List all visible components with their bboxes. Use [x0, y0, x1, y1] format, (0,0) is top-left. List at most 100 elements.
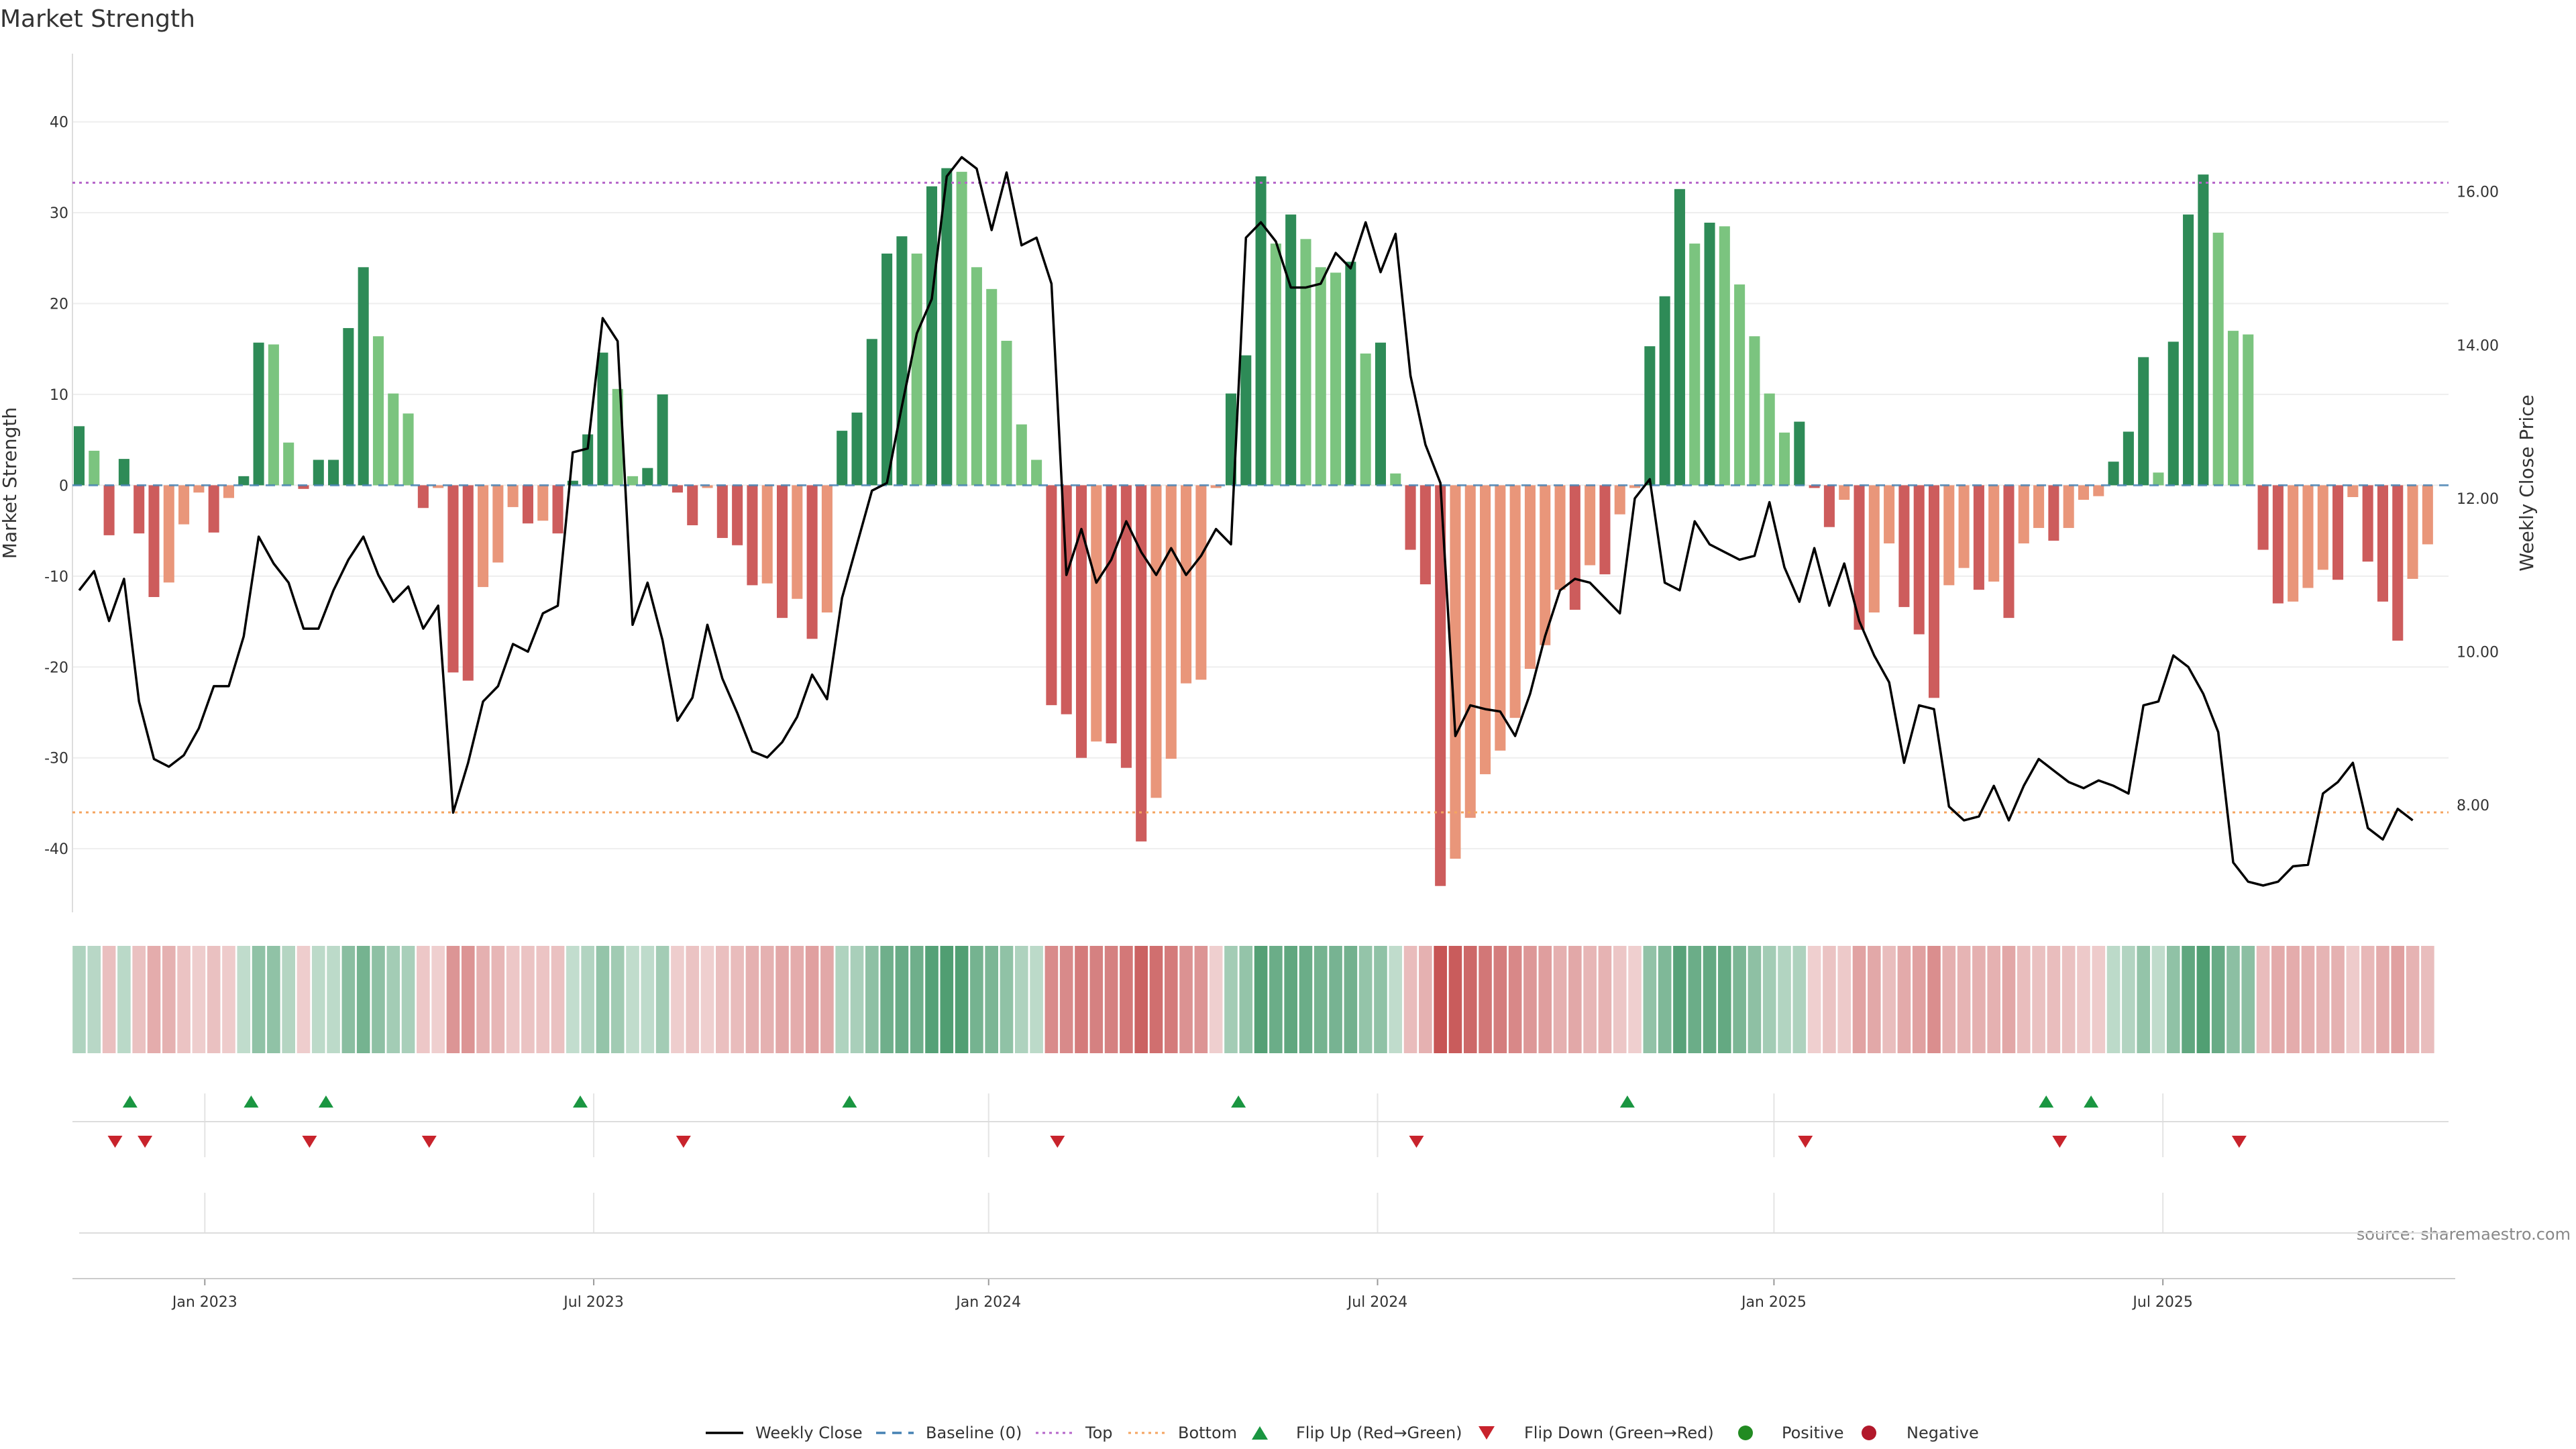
x-tick-label: Jan 2023 [171, 1294, 237, 1311]
heat-cell [805, 946, 819, 1053]
strength-bar [1330, 272, 1342, 486]
heat-cell [2092, 946, 2106, 1053]
heat-cell [1164, 946, 1178, 1053]
strength-bar [776, 485, 788, 619]
y-tick-label: 0 [59, 478, 68, 494]
strength-bar [1823, 485, 1835, 527]
flip-up-marker [572, 1095, 588, 1108]
strength-bar [1569, 485, 1580, 610]
heat-cell [117, 946, 131, 1053]
x-tick-label: Jul 2023 [562, 1294, 624, 1311]
strength-bar [1315, 267, 1326, 486]
heat-cell [1493, 946, 1507, 1053]
strength-bar [1150, 485, 1162, 798]
strength-heat-strip [72, 946, 2434, 1053]
chart-title: Market Strength [0, 5, 195, 33]
flip-markers [72, 1095, 2449, 1148]
strength-bar [926, 186, 938, 486]
y-tick-label: 30 [50, 205, 68, 222]
strength-bar [1136, 485, 1147, 842]
strength-bar [2362, 485, 2373, 562]
heat-cell [1927, 946, 1941, 1053]
axes: -40 -30 -20 -10 0 10 20 30 40 8.00 10.00 12.00 14.00… [44, 54, 2499, 1311]
strength-bar [343, 328, 354, 486]
strength-bar [2272, 485, 2284, 604]
heat-cell [2032, 946, 2045, 1053]
heat-cell [192, 946, 206, 1053]
strength-bar [1240, 355, 1252, 486]
strength-bar [1450, 485, 1461, 859]
heat-cell [686, 946, 700, 1053]
flip-down-marker [421, 1136, 437, 1148]
strength-bar [1270, 244, 1281, 486]
strength-bar [1854, 485, 1865, 630]
strength-bar [1495, 485, 1506, 751]
heat-cell [1329, 946, 1342, 1053]
reference-lines [72, 181, 2449, 814]
strength-bar [1973, 485, 1984, 590]
strength-bar [552, 485, 564, 534]
strength-bar [1091, 485, 1102, 742]
heat-cell [1688, 946, 1702, 1053]
flip-down-marker [302, 1136, 317, 1148]
strength-bar [103, 485, 115, 535]
heat-cell [1134, 946, 1148, 1053]
heat-cell [1897, 946, 1911, 1053]
heat-cell [2047, 946, 2061, 1053]
strength-bar [1764, 393, 1775, 486]
heat-cell [1673, 946, 1686, 1053]
strength-bar [537, 485, 549, 521]
legend-label: Weekly Close [755, 1424, 863, 1442]
legend-label: Top [1085, 1424, 1113, 1442]
y2-tick-label: 8.00 [2457, 798, 2489, 814]
strength-bar [417, 485, 429, 508]
strength-bar [2078, 485, 2090, 500]
strength-bar [238, 476, 250, 486]
heat-cell [1434, 946, 1447, 1053]
heat-cell [760, 946, 774, 1053]
heat-cell [940, 946, 954, 1053]
heat-cell [2106, 946, 2121, 1053]
flip-up-marker [2084, 1095, 2099, 1108]
heat-cell [1762, 946, 1776, 1053]
heat-cell [2226, 946, 2240, 1053]
heat-cell [102, 946, 116, 1053]
strength-bar [1181, 485, 1192, 684]
strength-bar [1554, 485, 1566, 590]
strength-bar [328, 460, 339, 486]
strength-bar [2123, 431, 2134, 486]
heat-cell [1733, 946, 1746, 1053]
strength-bar [2108, 462, 2119, 486]
legend-glyph-flip-down [1479, 1426, 1495, 1440]
heat-cell [1972, 946, 1986, 1053]
heat-cell [1628, 946, 1642, 1053]
strength-bar [2018, 485, 2029, 544]
strength-bar [956, 172, 967, 486]
heat-cell [341, 946, 356, 1053]
heat-cell [1299, 946, 1313, 1053]
x-tick-label: Jul 2024 [1346, 1294, 1408, 1311]
strength-bar [2212, 232, 2224, 486]
heat-cell [162, 946, 176, 1053]
strength-bar [253, 342, 264, 486]
strength-bar [1719, 226, 1730, 486]
heat-cell [1448, 946, 1462, 1053]
strength-bar [1225, 393, 1237, 486]
flip-down-marker [1050, 1136, 1065, 1148]
strength-bar [567, 480, 578, 486]
heat-cell [880, 946, 894, 1053]
strength-bar [1210, 485, 1222, 488]
heat-cell [297, 946, 311, 1053]
heat-cell [2166, 946, 2180, 1053]
heat-cell [655, 946, 669, 1053]
strength-bar [73, 426, 85, 486]
legend-glyph-dot [1738, 1426, 1753, 1440]
strength-bar [178, 485, 190, 525]
y2-tick-label: 14.00 [2457, 337, 2499, 354]
legend-label: Bottom [1178, 1424, 1237, 1442]
strength-bar [2033, 485, 2045, 529]
heat-cell [1837, 946, 1851, 1053]
heat-cell [461, 946, 475, 1053]
heat-cell [446, 946, 460, 1053]
